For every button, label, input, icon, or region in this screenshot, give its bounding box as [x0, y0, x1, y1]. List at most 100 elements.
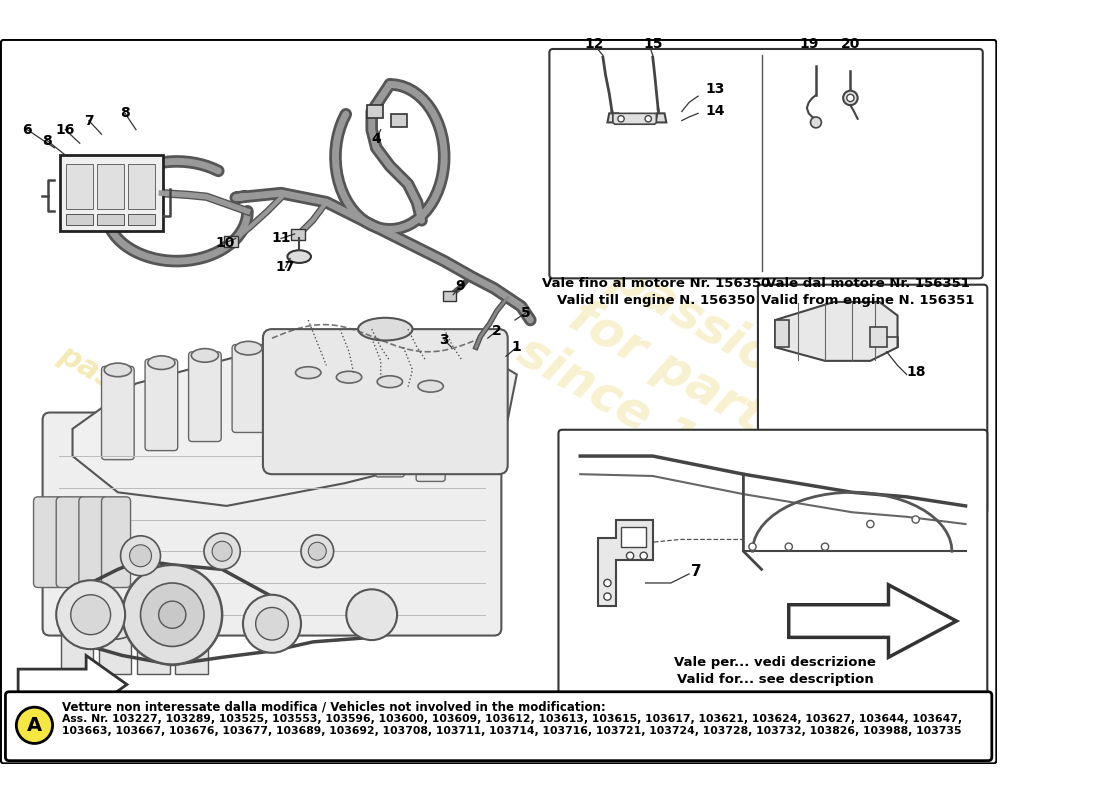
- Circle shape: [847, 94, 854, 102]
- FancyBboxPatch shape: [416, 383, 446, 482]
- Circle shape: [70, 594, 111, 634]
- FancyBboxPatch shape: [263, 329, 508, 474]
- Ellipse shape: [418, 380, 443, 392]
- FancyBboxPatch shape: [758, 285, 988, 514]
- Bar: [60, 624, 94, 674]
- Text: 6: 6: [22, 122, 32, 137]
- Circle shape: [867, 521, 875, 528]
- Circle shape: [56, 580, 125, 649]
- Ellipse shape: [191, 349, 219, 362]
- Text: 2: 2: [492, 324, 502, 338]
- Circle shape: [785, 543, 792, 550]
- Bar: [128, 164, 155, 210]
- FancyBboxPatch shape: [101, 497, 131, 587]
- FancyBboxPatch shape: [43, 413, 502, 635]
- FancyBboxPatch shape: [56, 497, 85, 587]
- Circle shape: [141, 583, 204, 646]
- Text: 8: 8: [120, 106, 130, 120]
- Ellipse shape: [136, 621, 170, 639]
- Ellipse shape: [59, 621, 95, 639]
- Circle shape: [16, 707, 53, 743]
- Text: 1: 1: [512, 340, 521, 354]
- Ellipse shape: [296, 366, 321, 378]
- FancyBboxPatch shape: [559, 430, 988, 695]
- Bar: [97, 164, 124, 210]
- Circle shape: [308, 542, 327, 560]
- Circle shape: [212, 542, 232, 562]
- Bar: [621, 526, 647, 546]
- Text: 14: 14: [705, 104, 725, 118]
- Polygon shape: [598, 519, 652, 606]
- Polygon shape: [776, 320, 789, 347]
- Bar: [66, 214, 94, 225]
- Circle shape: [130, 545, 152, 566]
- Circle shape: [645, 116, 651, 122]
- Text: 103663, 103667, 103676, 103677, 103689, 103692, 103708, 103711, 103714, 103716, : 103663, 103667, 103676, 103677, 103689, …: [62, 726, 961, 736]
- FancyBboxPatch shape: [334, 374, 363, 472]
- Circle shape: [749, 543, 756, 550]
- Text: 7: 7: [84, 114, 94, 128]
- FancyBboxPatch shape: [1, 40, 997, 763]
- Circle shape: [822, 543, 828, 550]
- Text: Vale dal motore Nr. 156351
Valid from engine N. 156351: Vale dal motore Nr. 156351 Valid from en…: [761, 278, 975, 307]
- Polygon shape: [607, 114, 620, 122]
- FancyBboxPatch shape: [33, 497, 63, 587]
- Text: 20: 20: [840, 37, 860, 51]
- Text: 5: 5: [521, 306, 530, 320]
- Circle shape: [122, 565, 222, 665]
- Ellipse shape: [174, 621, 209, 639]
- FancyBboxPatch shape: [292, 230, 305, 240]
- FancyBboxPatch shape: [145, 359, 178, 450]
- Text: passion for parts since 1985: passion for parts since 1985: [54, 339, 491, 609]
- Bar: [870, 327, 887, 347]
- Text: 10: 10: [216, 236, 234, 250]
- Circle shape: [811, 117, 822, 128]
- Text: 11: 11: [272, 231, 290, 246]
- Ellipse shape: [359, 318, 412, 341]
- Text: Vale fino al motore Nr. 156350
Valid till engine N. 156350: Vale fino al motore Nr. 156350 Valid til…: [542, 278, 770, 307]
- Bar: [175, 624, 208, 674]
- Text: 8: 8: [42, 134, 52, 147]
- Text: passion
for parts
since 1985: passion for parts since 1985: [509, 230, 850, 519]
- Circle shape: [121, 536, 161, 576]
- Circle shape: [604, 593, 612, 600]
- Text: 3: 3: [439, 333, 449, 347]
- Circle shape: [912, 516, 920, 523]
- Ellipse shape: [104, 363, 132, 377]
- Polygon shape: [656, 114, 667, 122]
- Text: 13: 13: [705, 82, 725, 97]
- FancyBboxPatch shape: [367, 105, 384, 118]
- Text: Vale per... vedi descrizione
Valid for... see description: Vale per... vedi descrizione Valid for..…: [674, 656, 876, 686]
- Ellipse shape: [98, 621, 132, 639]
- Bar: [66, 164, 94, 210]
- Text: Ass. Nr. 103227, 103289, 103525, 103553, 103596, 103600, 103609, 103612, 103613,: Ass. Nr. 103227, 103289, 103525, 103553,…: [62, 714, 961, 723]
- Bar: [97, 214, 124, 225]
- Ellipse shape: [287, 250, 311, 263]
- Text: 17: 17: [276, 261, 295, 274]
- Circle shape: [618, 116, 624, 122]
- FancyBboxPatch shape: [375, 379, 405, 477]
- Text: 7: 7: [691, 564, 702, 578]
- Polygon shape: [789, 585, 957, 658]
- Circle shape: [204, 533, 240, 570]
- FancyBboxPatch shape: [79, 497, 108, 587]
- Circle shape: [243, 594, 301, 653]
- Circle shape: [158, 601, 186, 628]
- Polygon shape: [776, 302, 898, 361]
- FancyBboxPatch shape: [6, 692, 992, 761]
- FancyBboxPatch shape: [232, 345, 265, 433]
- Text: 9: 9: [455, 278, 465, 293]
- FancyBboxPatch shape: [294, 370, 322, 468]
- Ellipse shape: [337, 371, 362, 383]
- Bar: [136, 624, 169, 674]
- Bar: [128, 214, 155, 225]
- Text: 16: 16: [56, 122, 75, 137]
- Circle shape: [255, 607, 288, 640]
- Text: 18: 18: [906, 366, 926, 379]
- FancyBboxPatch shape: [224, 236, 238, 246]
- Text: 19: 19: [800, 37, 820, 51]
- Ellipse shape: [147, 356, 175, 370]
- Circle shape: [843, 90, 858, 105]
- Bar: [99, 624, 132, 674]
- FancyBboxPatch shape: [549, 49, 982, 278]
